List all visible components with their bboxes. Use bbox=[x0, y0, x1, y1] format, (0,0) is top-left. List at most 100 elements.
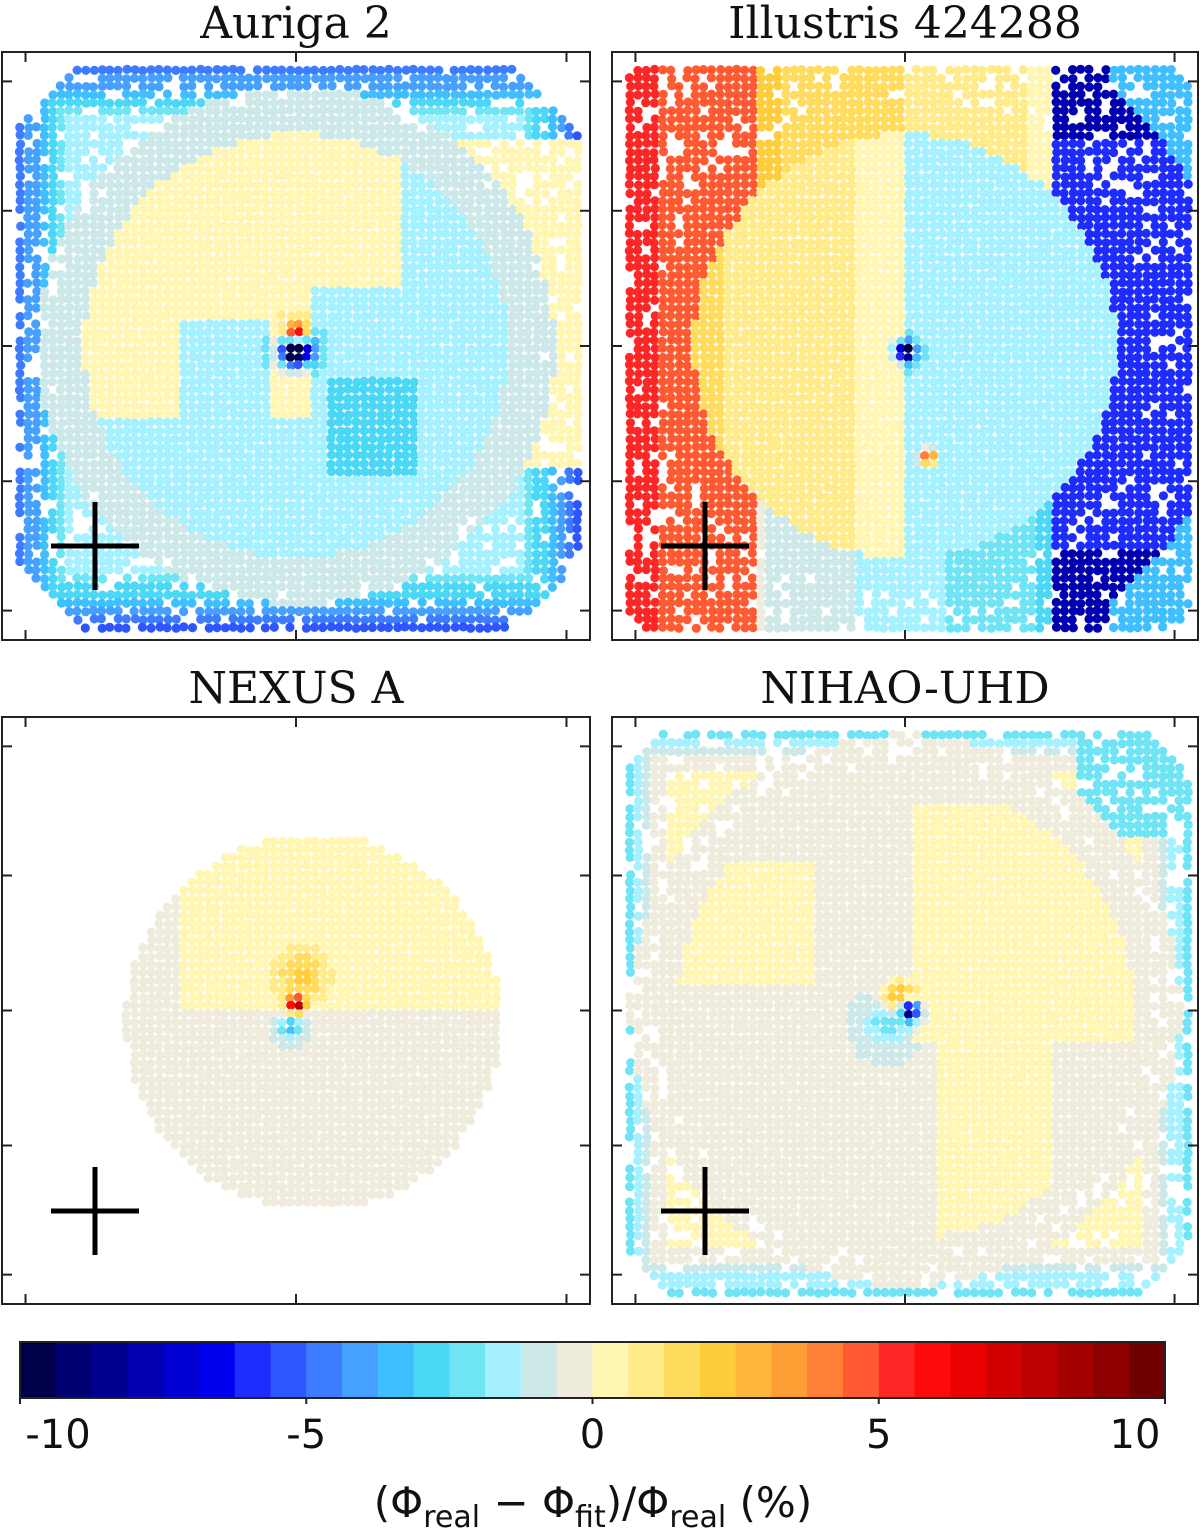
heatmap-cell bbox=[433, 131, 443, 141]
heatmap-cell bbox=[376, 532, 386, 542]
heatmap-cell bbox=[113, 131, 123, 141]
heatmap-cell bbox=[15, 139, 26, 149]
heatmap-cell bbox=[409, 614, 419, 624]
heatmap-cell bbox=[130, 302, 140, 312]
heatmap-cell bbox=[196, 245, 206, 255]
heatmap-cell bbox=[449, 286, 459, 296]
heatmap-cell bbox=[211, 320, 222, 330]
heatmap-cell bbox=[839, 81, 849, 91]
heatmap-cell bbox=[146, 377, 156, 387]
heatmap-cell bbox=[261, 353, 271, 363]
heatmap-cell bbox=[417, 458, 427, 468]
heatmap-cell bbox=[121, 361, 131, 371]
heatmap-cell bbox=[384, 204, 394, 214]
heatmap-cell bbox=[15, 237, 25, 247]
heatmap-cell bbox=[474, 369, 484, 379]
heatmap-cell bbox=[72, 236, 82, 247]
heatmap-cell bbox=[212, 156, 222, 166]
heatmap-cell bbox=[352, 581, 362, 591]
heatmap-cell bbox=[416, 197, 426, 207]
heatmap-cell bbox=[236, 540, 247, 551]
heatmap-cell bbox=[846, 89, 856, 99]
heatmap-cell bbox=[408, 312, 418, 322]
heatmap-cell bbox=[1059, 122, 1070, 132]
heatmap-cell bbox=[155, 574, 165, 584]
heatmap-cell bbox=[367, 376, 377, 386]
heatmap-cell bbox=[1116, 106, 1126, 116]
heatmap-cell bbox=[805, 73, 816, 83]
heatmap-cell bbox=[441, 228, 451, 239]
heatmap-cell bbox=[367, 417, 377, 427]
heatmap-cell bbox=[212, 98, 222, 108]
heatmap-cell bbox=[400, 229, 410, 239]
heatmap-cell bbox=[896, 123, 906, 133]
heatmap-cell bbox=[556, 204, 566, 214]
heatmap-cell bbox=[187, 172, 197, 182]
heatmap-cell bbox=[441, 106, 451, 116]
heatmap-cell bbox=[196, 359, 206, 370]
heatmap-cell bbox=[912, 89, 922, 99]
heatmap-cell bbox=[318, 360, 328, 370]
heatmap-cell bbox=[228, 237, 238, 247]
heatmap-cell bbox=[122, 237, 132, 247]
heatmap-cell bbox=[196, 229, 206, 239]
heatmap-cell bbox=[310, 327, 320, 337]
heatmap-cell bbox=[236, 123, 246, 133]
heatmap-cell bbox=[163, 146, 173, 156]
heatmap-cell bbox=[342, 401, 352, 411]
heatmap-cell bbox=[319, 163, 329, 173]
heatmap-cell bbox=[137, 262, 148, 272]
heatmap-cell bbox=[547, 582, 557, 592]
heatmap-cell bbox=[400, 163, 410, 173]
heatmap-cell bbox=[465, 303, 475, 313]
heatmap-cell bbox=[1167, 73, 1177, 83]
heatmap-cell bbox=[531, 476, 542, 486]
heatmap-cell bbox=[532, 196, 542, 207]
heatmap-cell bbox=[196, 376, 206, 386]
heatmap-cell bbox=[146, 287, 156, 297]
heatmap-cell bbox=[179, 515, 189, 525]
heatmap-cell bbox=[56, 278, 66, 288]
heatmap-cell bbox=[146, 402, 156, 412]
heatmap-cell bbox=[457, 122, 467, 132]
heatmap-cell bbox=[277, 164, 288, 174]
heatmap-cell bbox=[846, 115, 856, 125]
heatmap-cell bbox=[506, 319, 516, 329]
heatmap-cell bbox=[310, 302, 320, 312]
heatmap-cell bbox=[270, 130, 280, 140]
heatmap-cell bbox=[285, 516, 295, 527]
heatmap-cell bbox=[228, 269, 238, 279]
heatmap-cell bbox=[186, 163, 197, 173]
heatmap-cell bbox=[376, 573, 386, 583]
heatmap-cell bbox=[187, 130, 198, 140]
heatmap-cell bbox=[532, 458, 542, 469]
heatmap-cell bbox=[294, 450, 304, 460]
heatmap-cell bbox=[39, 393, 49, 403]
heatmap-cell bbox=[162, 262, 172, 272]
heatmap-cell bbox=[433, 147, 443, 157]
heatmap-cell bbox=[121, 549, 132, 559]
heatmap-cell bbox=[1101, 122, 1111, 132]
heatmap-cell bbox=[368, 130, 378, 140]
heatmap-cell bbox=[23, 474, 33, 485]
heatmap-cell bbox=[540, 130, 550, 140]
heatmap-cell bbox=[1092, 122, 1102, 132]
heatmap-cell bbox=[261, 475, 271, 485]
heatmap-cell bbox=[146, 302, 156, 313]
heatmap-cell bbox=[56, 500, 66, 510]
heatmap-cell bbox=[483, 204, 493, 215]
heatmap-cell bbox=[466, 524, 476, 535]
heatmap-cell bbox=[72, 368, 82, 378]
heatmap-cell bbox=[540, 303, 550, 314]
heatmap-cell bbox=[367, 261, 378, 271]
heatmap-cell bbox=[121, 310, 131, 320]
heatmap-cell bbox=[872, 130, 882, 140]
heatmap-cell bbox=[252, 204, 262, 214]
heatmap-cell bbox=[475, 623, 485, 633]
heatmap-cell bbox=[458, 73, 468, 83]
heatmap-cell bbox=[277, 402, 287, 412]
heatmap-cell bbox=[146, 147, 156, 157]
heatmap-cell bbox=[171, 270, 181, 280]
heatmap-cell bbox=[334, 196, 345, 206]
heatmap-cell bbox=[572, 515, 582, 525]
